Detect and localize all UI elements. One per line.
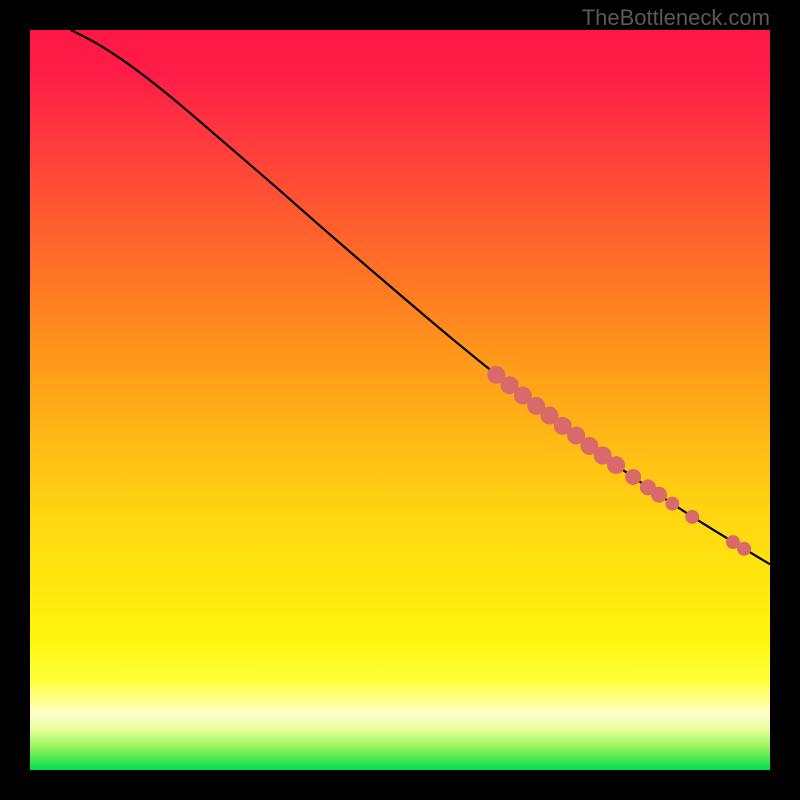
data-markers <box>487 366 751 556</box>
data-marker <box>685 510 699 524</box>
data-marker <box>737 542 751 556</box>
data-marker <box>607 456 625 474</box>
plot-area <box>30 30 770 770</box>
bottleneck-curve <box>71 30 770 564</box>
data-marker <box>625 469 641 485</box>
data-marker <box>665 497 679 511</box>
curve-layer <box>30 30 770 770</box>
watermark-text: TheBottleneck.com <box>582 5 770 31</box>
data-marker <box>651 487 667 503</box>
